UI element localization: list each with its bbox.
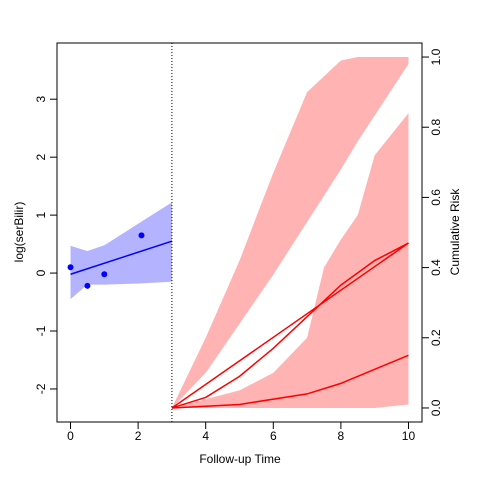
x-axis-label: Follow-up Time [199, 452, 281, 466]
y-axis-label: log(serBilir) [12, 202, 26, 263]
y2-tick-label: 0.0 [429, 399, 443, 416]
line [171, 242, 409, 409]
x-tick-label: 10 [402, 429, 416, 443]
confidence-band [171, 57, 409, 408]
y-tick-label: -2 [34, 383, 48, 394]
confidence-band [70, 202, 172, 300]
y2-tick-label: 0.4 [429, 259, 443, 276]
y-tick-label: 2 [34, 154, 48, 161]
point [84, 282, 91, 289]
x-tick-label: 8 [338, 429, 345, 443]
line [171, 242, 409, 409]
plot-frame [56, 42, 423, 423]
confidence-band [171, 113, 409, 408]
y-tick-label: 3 [34, 96, 48, 103]
y2-tick-label: 0.2 [429, 329, 443, 346]
point [67, 264, 74, 271]
y-tick-label: 1 [34, 211, 48, 218]
y2-axis-label: Cumulative Risk [448, 188, 462, 276]
y-tick-label: 0 [34, 269, 48, 276]
x-tick-label: 0 [67, 429, 74, 443]
x-tick-label: 2 [135, 429, 142, 443]
y2-tick-label: 0.6 [429, 189, 443, 206]
point [101, 271, 108, 278]
x-tick-label: 4 [202, 429, 209, 443]
y2-tick-label: 0.8 [429, 119, 443, 136]
y-tick-label: -1 [34, 325, 48, 336]
point [138, 232, 145, 239]
y2-tick-label: 1.0 [429, 48, 443, 65]
x-tick-label: 6 [270, 429, 277, 443]
line [171, 354, 409, 409]
line [70, 240, 173, 275]
